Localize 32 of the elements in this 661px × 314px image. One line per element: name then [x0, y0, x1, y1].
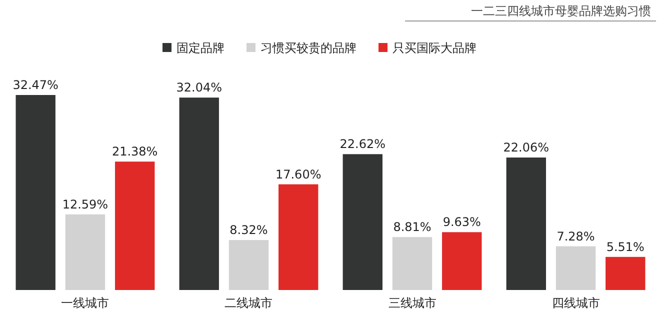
- bar: [442, 232, 482, 290]
- bar: [179, 98, 219, 290]
- bar: [114, 162, 155, 290]
- data-label: 17.60%: [275, 167, 322, 182]
- data-label: 32.04%: [176, 80, 222, 95]
- data-label: 8.81%: [393, 220, 432, 234]
- bar: [342, 154, 382, 290]
- data-label: 22.62%: [340, 137, 386, 152]
- legend-label: 习惯买较贵的品牌: [260, 41, 356, 55]
- bar: [278, 184, 318, 290]
- x-tick-label: 一线城市: [61, 296, 110, 310]
- bar: [556, 246, 596, 290]
- bar: [65, 214, 106, 290]
- bar: [506, 158, 546, 290]
- data-label: 9.63%: [442, 215, 481, 230]
- data-label: 22.06%: [503, 140, 550, 155]
- legend-label: 只买国际大品牌: [392, 41, 476, 55]
- chart-title: 一二三四线城市母婴品牌选购习惯: [471, 4, 651, 18]
- data-label: 8.32%: [230, 223, 268, 238]
- bar: [16, 95, 56, 290]
- data-label: 7.28%: [556, 229, 595, 244]
- bar: [392, 237, 432, 290]
- x-tick-label: 二线城市: [224, 296, 273, 310]
- data-label: 32.47%: [12, 78, 58, 92]
- x-tick-label: 四线城市: [552, 296, 600, 310]
- data-label: 12.59%: [62, 197, 108, 212]
- data-label: 5.51%: [606, 240, 644, 254]
- bar: [228, 240, 269, 290]
- data-label: 21.38%: [112, 144, 158, 159]
- x-tick-label: 三线城市: [388, 296, 436, 310]
- legend-label: 固定品牌: [176, 41, 224, 55]
- bar: [606, 256, 646, 290]
